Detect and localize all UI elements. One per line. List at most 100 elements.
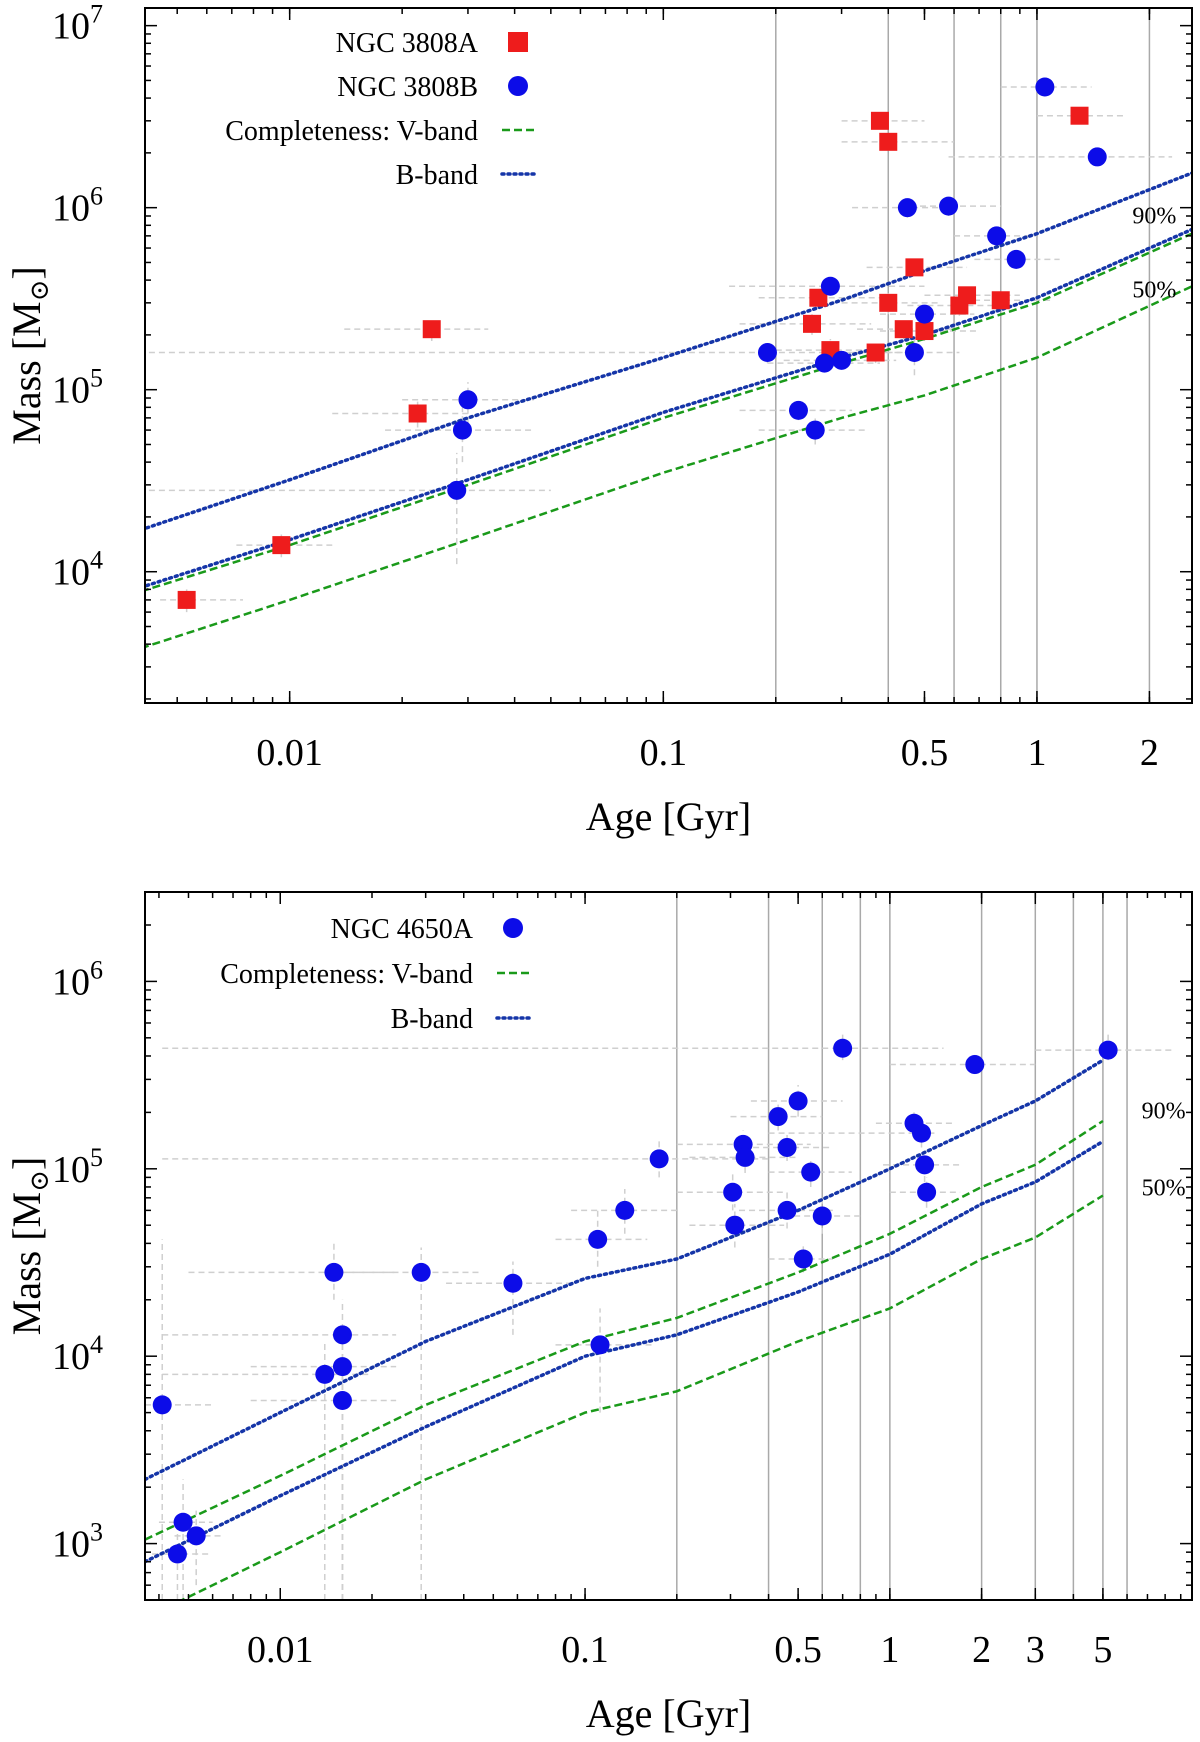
data-point-circle	[965, 1055, 985, 1075]
x-tick-label: 1	[880, 1629, 899, 1671]
y-axis-label: Mass [M⊙]	[4, 266, 54, 444]
data-point-circle	[332, 1325, 352, 1345]
data-point-square	[422, 320, 441, 339]
legend-label: NGC 4650A	[331, 914, 474, 945]
y-tick-label: 103	[52, 1518, 103, 1566]
x-tick-label: 0.01	[247, 1629, 314, 1671]
legend: NGC 3808A NGC 3808B Completeness: V-band B-…	[225, 28, 536, 191]
data-point-circle	[458, 390, 478, 410]
data-point-circle	[649, 1149, 669, 1169]
x-tick-label: 0.01	[256, 732, 323, 774]
data-point-square	[870, 111, 889, 130]
data-point-circle	[1087, 147, 1107, 167]
data-point-square	[272, 536, 291, 555]
data-point-square	[991, 291, 1010, 310]
data-point-square	[879, 132, 898, 151]
data-point-circle	[788, 400, 808, 420]
error-bars	[148, 78, 1173, 613]
data-point-square	[915, 322, 934, 341]
legend-label: B-band	[391, 1004, 473, 1035]
series-points	[152, 1038, 1118, 1564]
data-point-circle	[801, 1162, 821, 1182]
data-point-circle	[590, 1335, 610, 1355]
data-point-square	[177, 590, 196, 609]
data-point-circle	[777, 1137, 797, 1157]
data-point-circle	[904, 343, 924, 363]
x-tick-label: 0.1	[640, 732, 688, 774]
x-axis-label: Age [Gyr]	[586, 794, 752, 839]
legend-circle-marker	[503, 918, 523, 938]
data-point-circle	[915, 1155, 935, 1175]
data-point-circle	[897, 198, 917, 218]
x-tick-label: 0.5	[901, 732, 949, 774]
data-point-circle	[820, 276, 840, 296]
data-point-circle	[833, 1038, 853, 1058]
plot-frame	[144, 7, 1193, 704]
completeness-annotation: 50%	[1142, 1176, 1186, 1202]
data-point-square	[905, 258, 924, 277]
data-point-circle	[1006, 249, 1026, 269]
completeness-curve	[179, 1194, 1104, 1600]
legend: NGC 4650A Completeness: V-band B-band	[220, 914, 531, 1035]
y-tick-label: 104	[52, 546, 103, 594]
completeness-curve	[145, 232, 1192, 592]
data-point-square	[894, 320, 913, 339]
completeness-curve	[145, 1119, 1104, 1541]
completeness-curves	[145, 171, 1192, 649]
data-point-circle	[315, 1364, 335, 1384]
data-point-square	[958, 286, 977, 305]
y-tick-label: 106	[52, 955, 103, 1003]
x-axis-label: Age [Gyr]	[586, 1691, 752, 1736]
data-point-circle	[452, 420, 472, 440]
completeness-curve	[145, 285, 1192, 649]
data-point-square	[879, 293, 898, 312]
data-point-circle	[324, 1262, 344, 1282]
data-point-circle	[503, 1273, 523, 1293]
panel-bottom-ngc4650: 90% 50% 103 104 105 106 0.01 0.1 0.5 1 2 3 5 Age [Gyr…	[4, 891, 1193, 1736]
data-point-circle	[332, 1391, 352, 1411]
x-tick-label: 5	[1093, 1629, 1112, 1671]
y-axis-label: Mass [M⊙]	[4, 1157, 54, 1335]
x-tick-label: 2	[1140, 732, 1159, 774]
plot-frame	[144, 891, 1193, 1601]
data-point-circle	[173, 1512, 193, 1532]
data-point-circle	[723, 1182, 743, 1202]
y-tick-label: 105	[52, 1143, 103, 1191]
x-tick-label: 1	[1027, 732, 1046, 774]
data-point-circle	[167, 1544, 187, 1564]
completeness-curve	[145, 1058, 1105, 1482]
data-point-square	[809, 288, 828, 307]
data-point-circle	[411, 1262, 431, 1282]
data-point-circle	[793, 1249, 813, 1269]
data-point-square	[1070, 106, 1089, 125]
completeness-annotation: 90%	[1142, 1099, 1186, 1125]
y-tick-label: 107	[52, 0, 103, 48]
data-point-circle	[805, 420, 825, 440]
legend-label: Completeness: V-band	[220, 959, 473, 990]
data-point-circle	[777, 1200, 797, 1220]
data-point-circle	[917, 1182, 937, 1202]
data-point-circle	[152, 1395, 172, 1415]
legend-square-marker	[508, 32, 528, 52]
legend-label: Completeness: V-band	[225, 116, 478, 147]
legend-label: NGC 3808A	[336, 28, 479, 59]
legend-circle-marker	[508, 76, 528, 96]
data-point-circle	[1098, 1040, 1118, 1060]
y-tick-label: 104	[52, 1330, 103, 1378]
data-point-circle	[814, 353, 834, 373]
data-point-circle	[1035, 77, 1055, 97]
completeness-curve	[145, 227, 1192, 588]
data-point-circle	[768, 1107, 788, 1127]
data-point-circle	[912, 1123, 932, 1143]
data-point-circle	[725, 1215, 745, 1235]
x-tick-label: 2	[972, 1629, 991, 1671]
data-point-circle	[588, 1229, 608, 1249]
panel-top-ngc3808: 90% 50% 104 105 106 107 0.01 0.1 0.5 1 2 Age [Gyr] M…	[4, 0, 1193, 839]
data-point-circle	[987, 226, 1007, 246]
completeness-annotation: 50%	[1132, 278, 1176, 304]
data-point-circle	[735, 1147, 755, 1167]
data-point-square	[802, 314, 821, 333]
x-tick-label: 3	[1026, 1629, 1045, 1671]
x-tick-label: 0.1	[561, 1629, 609, 1671]
